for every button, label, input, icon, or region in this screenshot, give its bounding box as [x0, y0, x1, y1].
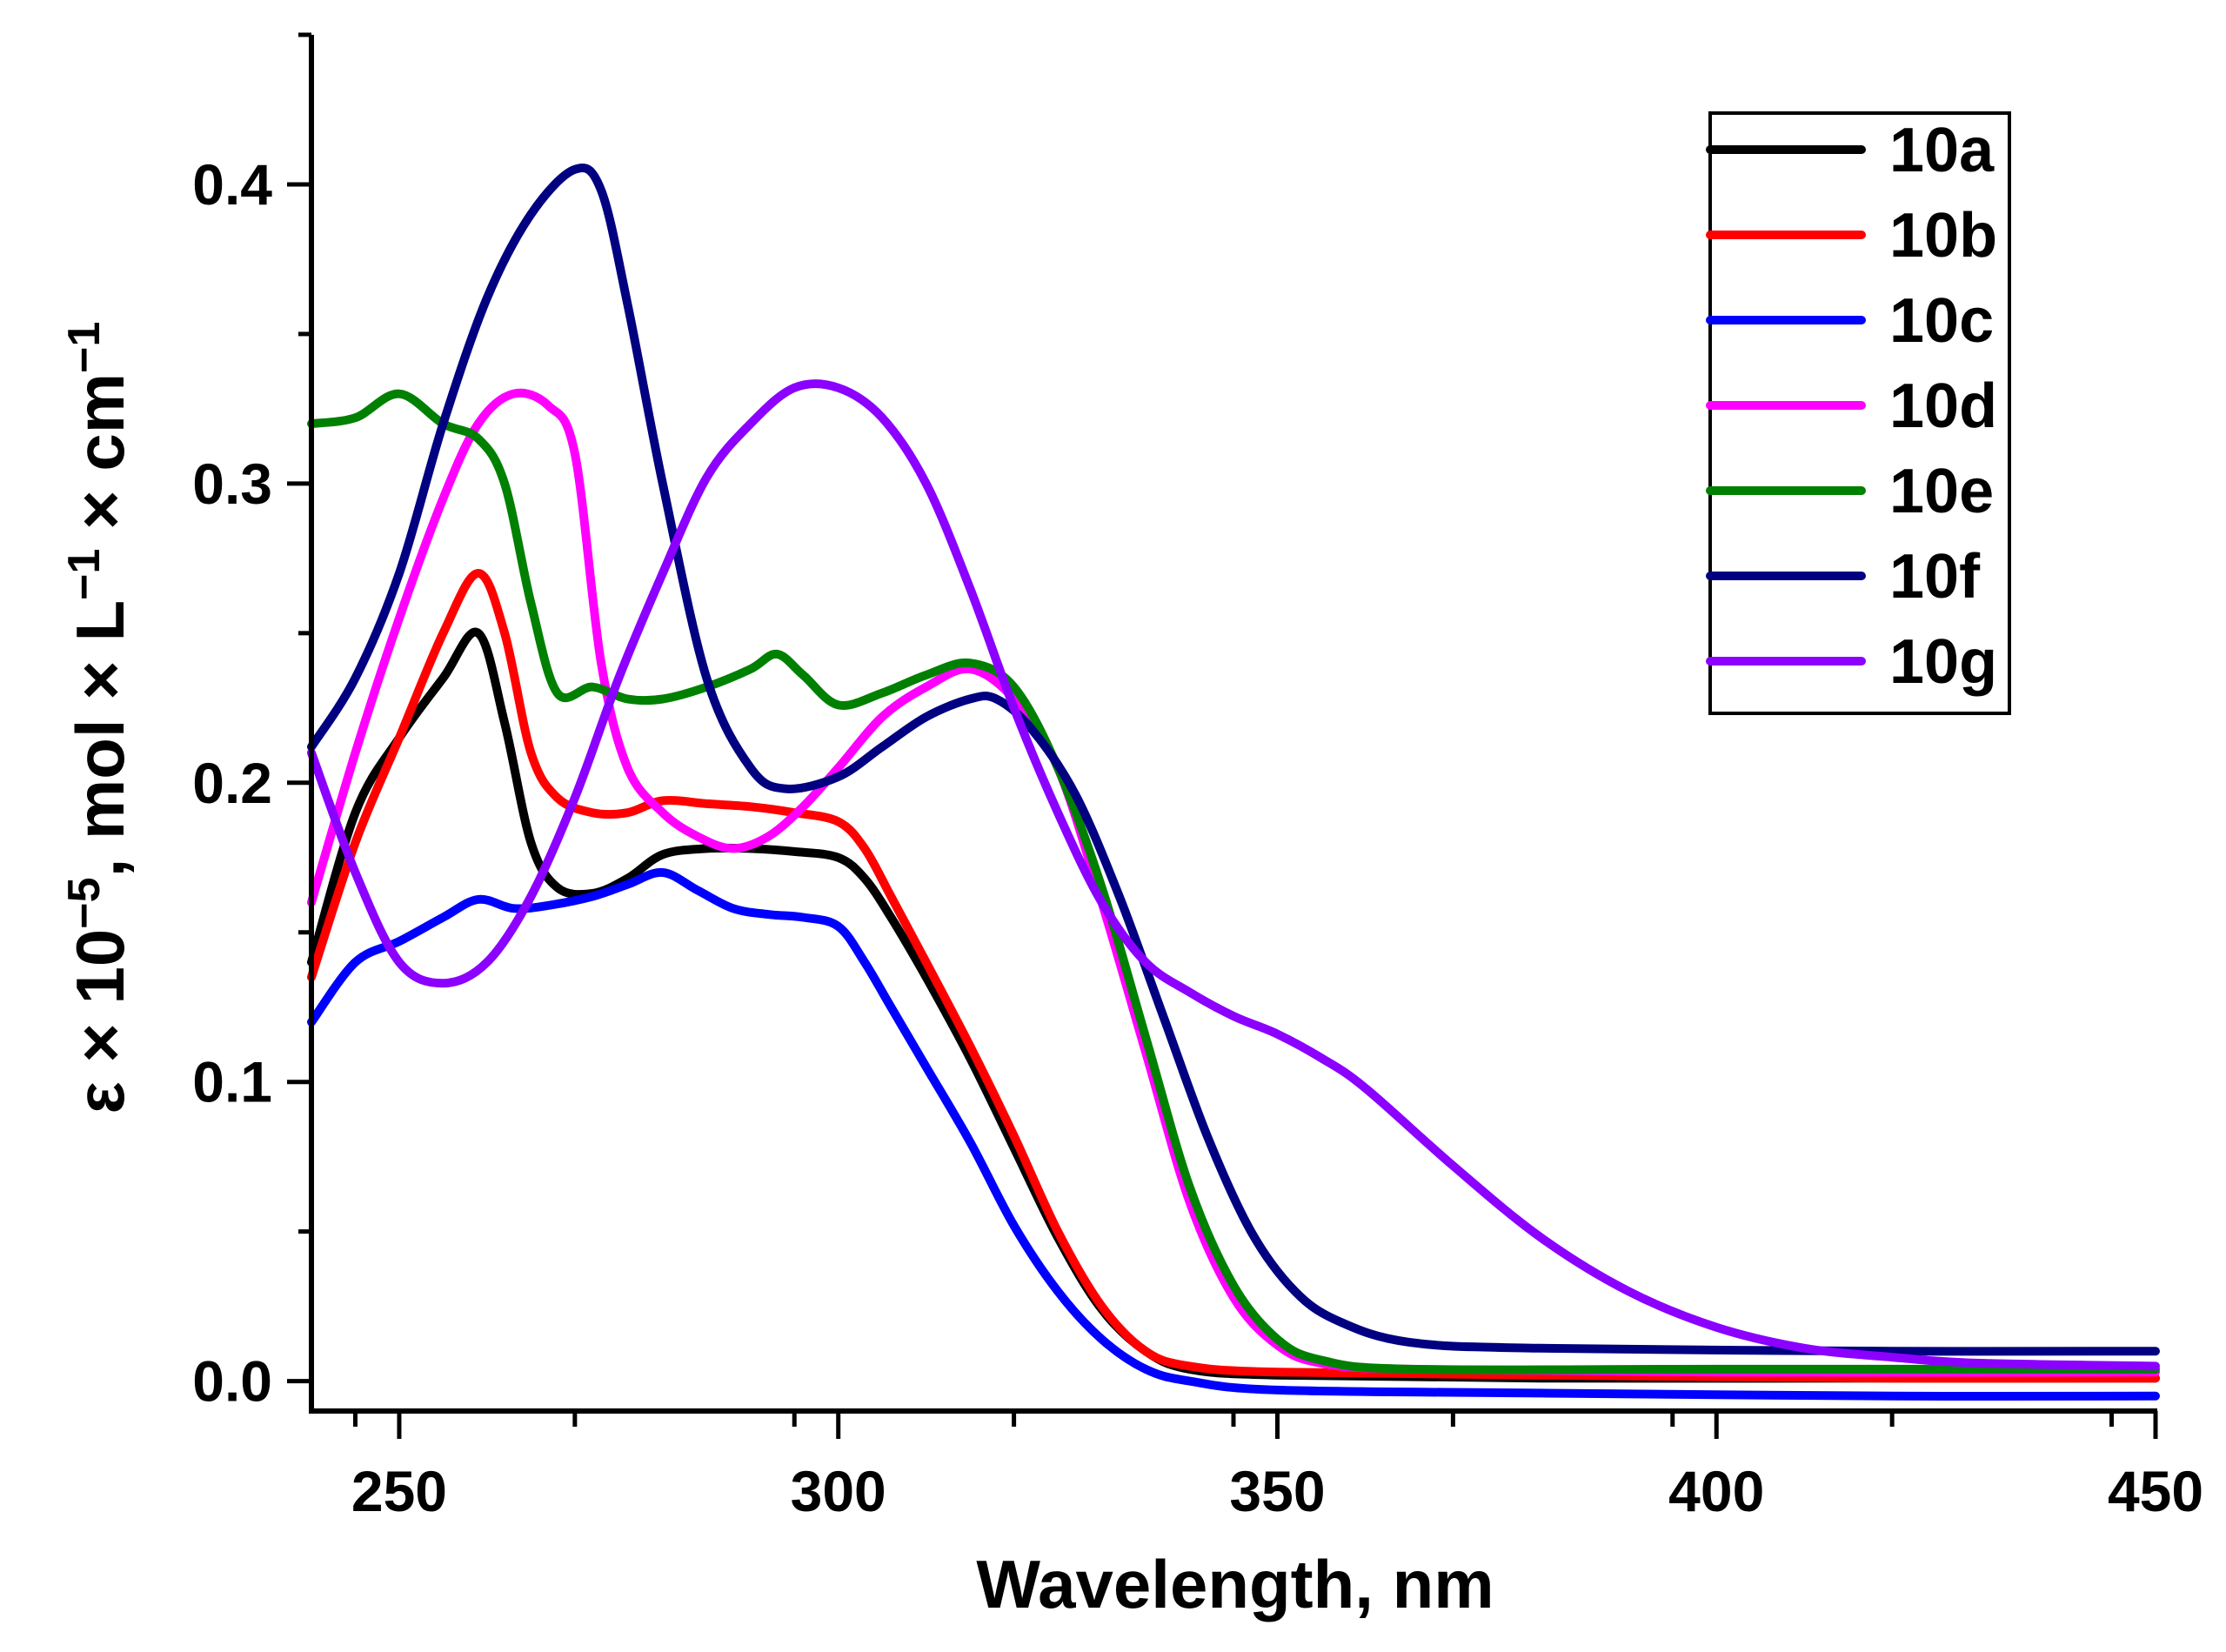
y-tick-label: 0.1: [192, 1050, 272, 1114]
y-label-part-2: , mol × L: [62, 600, 138, 878]
y-label-sup-2: −1: [59, 549, 110, 600]
legend-label-10e: 10e: [1889, 457, 1994, 526]
y-tick-label: 0.3: [192, 451, 272, 516]
legend-label-10d: 10d: [1889, 371, 1997, 441]
legend-entries: 10a 10b 10c 10d 10e 10f 10g: [1706, 116, 1997, 697]
y-ticks: 0.0 0.1 0.2 0.3 0.4: [192, 32, 311, 1414]
legend-label-10c: 10c: [1889, 286, 1994, 356]
x-tick-label: 400: [1668, 1459, 1764, 1523]
y-label-part-1: ε × 10: [62, 929, 138, 1114]
legend-box: [1708, 111, 2011, 715]
legend-label-10a: 10a: [1889, 116, 1995, 185]
x-tick-label: 250: [351, 1459, 447, 1523]
legend-label-10b: 10b: [1889, 201, 1997, 271]
series-line-10b: [307, 569, 2160, 1383]
y-axis-label: ε × 10−5, mol × L−1 × cm−1: [59, 322, 138, 1114]
series-line-10c: [307, 867, 2160, 1401]
x-tick-label: 450: [2108, 1459, 2203, 1523]
series-line-10e: [307, 389, 2160, 1374]
x-tick-label: 350: [1229, 1459, 1325, 1523]
y-tick-label: 0.2: [192, 751, 272, 815]
legend: 10a 10b 10c 10d 10e 10f 10g: [1706, 111, 2011, 715]
y-label-part-3: × cm: [62, 373, 138, 549]
y-tick-label: 0.0: [192, 1349, 272, 1414]
legend-label-10g: 10g: [1889, 627, 1997, 697]
x-tick-label: 300: [791, 1459, 886, 1523]
series-line-10f: [307, 164, 2160, 1356]
legend-label-10f: 10f: [1889, 542, 1981, 612]
series-line-10g: [307, 379, 2160, 1371]
x-ticks: 250 300 350 400 450: [351, 1411, 2203, 1523]
plot-lines: [307, 164, 2160, 1401]
series-line-10a: [307, 627, 2160, 1383]
y-label-sup-3: −1: [59, 322, 110, 373]
y-label-sup-1: −5: [59, 877, 110, 928]
y-tick-label: 0.4: [192, 152, 272, 217]
x-axis-label: Wavelength, nm: [976, 1546, 1494, 1622]
